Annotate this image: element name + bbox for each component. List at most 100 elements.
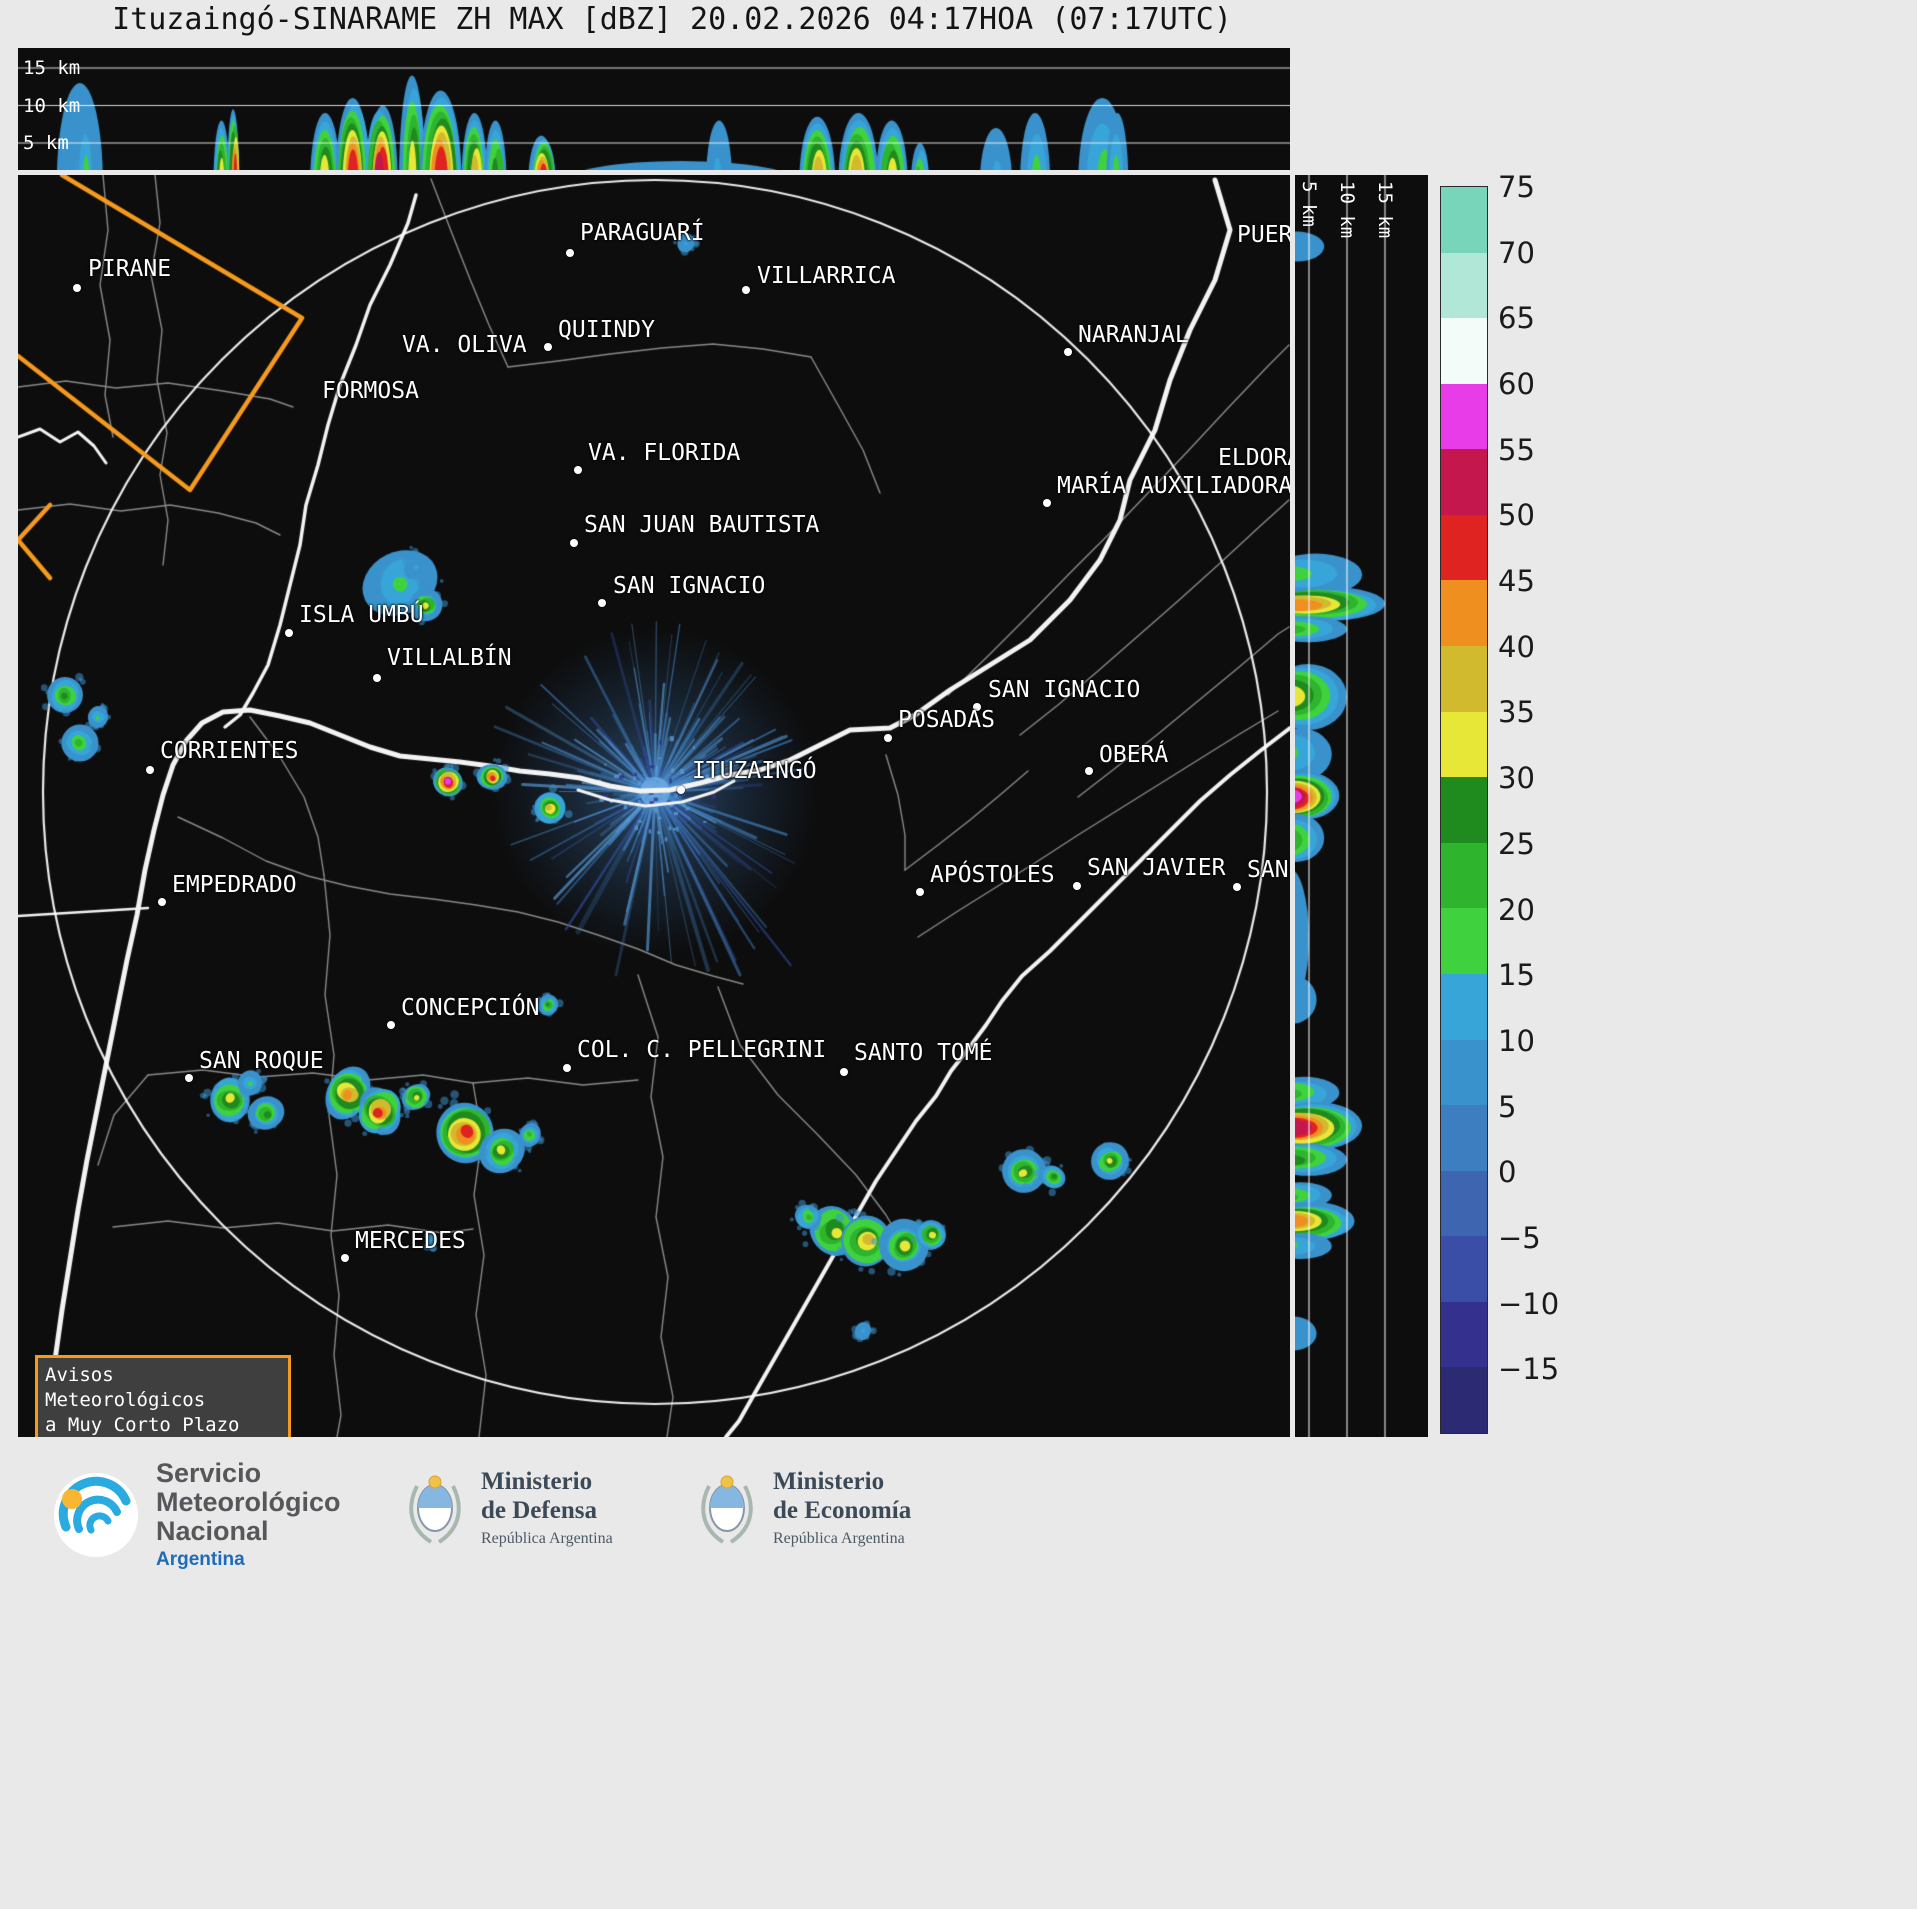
defensa-text: Ministerio de Defensa República Argentin…: [481, 1467, 613, 1548]
city-label: SAN IGNACIO: [613, 573, 766, 599]
height-axis-label: 15 km: [23, 57, 81, 79]
city-dot: [285, 629, 293, 637]
city-label: SAN: [1247, 857, 1289, 883]
city-label: SAN JAVIER: [1087, 855, 1226, 881]
city-dot: [1233, 883, 1241, 891]
city-dot: [73, 284, 81, 292]
colorbar-tick-label: 65: [1498, 301, 1535, 336]
colorbar-band: [1441, 383, 1487, 450]
colorbar-band: [1441, 252, 1487, 319]
colorbar-band: [1441, 1170, 1487, 1237]
footer: Servicio Meteorológico Nacional Argentin…: [0, 1437, 1917, 1909]
warning-box: Avisos Meteorológicos a Muy Corto Plazo: [35, 1355, 291, 1437]
radar-map-panel: PIRANE PARAGUARÍ VILLARRICA QUIINDY VA. OLIV…: [18, 175, 1290, 1437]
colorbar-band: [1441, 711, 1487, 778]
colorbar-band: [1441, 1236, 1487, 1302]
title-bar: Ituzaingó-SINARAME ZH MAX [dBZ] 20.02.20…: [18, 2, 1326, 46]
city-dot: [544, 343, 552, 351]
city-dot: [373, 674, 381, 682]
colorbar-band: [1441, 318, 1487, 384]
city-dot: [1064, 348, 1072, 356]
economia-line-2: de Economía: [773, 1497, 912, 1524]
colorbar-band: [1441, 842, 1487, 909]
height-axis-label: 5 km: [1298, 181, 1320, 227]
city-label: CORRIENTES: [160, 738, 299, 764]
height-axis-label: 10 km: [23, 95, 81, 117]
colorbar-tick-label: 10: [1498, 1023, 1535, 1058]
colorbar-band: [1441, 646, 1487, 712]
city-label: MERCEDES: [355, 1228, 466, 1254]
colorbar-band: [1441, 973, 1487, 1040]
height-axis-label: 15 km: [1374, 181, 1396, 239]
city-dot: [566, 249, 574, 257]
city-label: ISLA UMBÚ: [299, 602, 424, 628]
city-label: VA. FLORIDA: [588, 440, 741, 466]
city-label: PIRANE: [88, 256, 172, 282]
defensa-line-1: Ministerio: [481, 1468, 593, 1495]
city-label: SAN ROQUE: [199, 1048, 324, 1074]
defensa-line-2: de Defensa: [481, 1497, 597, 1524]
colorbar-tick-label: −15: [1498, 1352, 1560, 1387]
city-dot: [574, 466, 582, 474]
city-label: PARAGUARÍ: [580, 220, 705, 246]
coat-of-arms-icon: [701, 1475, 753, 1544]
city-dot: [158, 898, 166, 906]
colorbar-band: [1441, 1301, 1487, 1368]
city-label: OBERÁ: [1099, 742, 1169, 768]
city-label: FORMOSA: [322, 378, 419, 404]
colorbar-band: [1441, 777, 1487, 843]
colorbar: [1440, 186, 1488, 1434]
height-axis-label: 10 km: [1336, 181, 1358, 239]
economia-text: Ministerio de Economía República Argenti…: [773, 1467, 911, 1548]
city-dot: [884, 734, 892, 742]
colorbar-tick-label: −5: [1498, 1220, 1541, 1255]
city-label: APÓSTOLES: [930, 862, 1055, 888]
colorbar-tick-labels: 75 70 65 60 55 50 45 40 35 30 25 20 15 10 5 0 −5 −10 −15: [1498, 170, 1588, 1434]
colorbar-band: [1441, 908, 1487, 974]
city-label: MARÍA AUXILIADORA: [1057, 473, 1290, 499]
city-dot: [185, 1074, 193, 1082]
colorbar-tick-label: 70: [1498, 235, 1535, 270]
warning-box-line1: Avisos Meteorológicos: [45, 1364, 206, 1411]
colorbar-band: [1441, 449, 1487, 515]
city-dot: [840, 1068, 848, 1076]
warning-box-line2: a Muy Corto Plazo: [45, 1414, 240, 1436]
colorbar-band: [1441, 1039, 1487, 1106]
city-label: ITUZAINGÓ: [692, 758, 817, 784]
colorbar-tick-label: 0: [1498, 1155, 1517, 1190]
city-label: VILLALBÍN: [387, 645, 512, 671]
smn-logo-icon: [54, 1473, 138, 1557]
economia-logo-block: Ministerio de Economía República Argenti…: [697, 1467, 911, 1548]
defensa-logo-block: Ministerio de Defensa República Argentin…: [405, 1467, 613, 1548]
colorbar-band: [1441, 514, 1487, 581]
city-label: ELDORADO: [1218, 445, 1290, 471]
city-dot: [1043, 499, 1051, 507]
city-dot: [742, 286, 750, 294]
colorbar-tick-label: 35: [1498, 695, 1535, 730]
radar-map-canvas: [18, 175, 1290, 1437]
city-label: QUIINDY: [558, 317, 655, 343]
city-dot: [973, 703, 981, 711]
city-dot: [598, 599, 606, 607]
city-dot: [916, 888, 924, 896]
colorbar-tick-label: 5: [1498, 1089, 1517, 1124]
colorbar-tick-label: 20: [1498, 892, 1535, 927]
smn-name-line-1: Servicio: [156, 1458, 262, 1488]
colorbar-band: [1441, 1105, 1487, 1171]
colorbar-tick-label: 15: [1498, 958, 1535, 993]
colorbar-tick-label: 25: [1498, 826, 1535, 861]
city-label: VILLARRICA: [757, 263, 896, 289]
coat-of-arms-icon: [409, 1475, 461, 1544]
city-label: VA. OLIVA: [402, 332, 527, 358]
colorbar-band: [1441, 1367, 1487, 1433]
colorbar-tick-label: 60: [1498, 367, 1535, 402]
top-cross-section-canvas: [18, 48, 1290, 170]
city-label: EMPEDRADO: [172, 872, 297, 898]
colorbar-tick-label: 50: [1498, 498, 1535, 533]
smn-country: Argentina: [156, 1549, 245, 1570]
city-dot: [1073, 882, 1081, 890]
page-title: Ituzaingó-SINARAME ZH MAX [dBZ] 20.02.20…: [112, 2, 1232, 37]
city-dot: [341, 1254, 349, 1262]
city-dot: [677, 786, 685, 794]
